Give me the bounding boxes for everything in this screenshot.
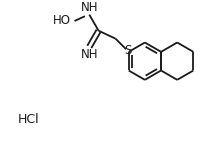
Text: HCl: HCl xyxy=(18,112,39,126)
Text: NH: NH xyxy=(80,1,98,14)
Text: S: S xyxy=(123,44,131,57)
Text: NH: NH xyxy=(80,48,98,61)
Text: HO: HO xyxy=(53,15,70,27)
